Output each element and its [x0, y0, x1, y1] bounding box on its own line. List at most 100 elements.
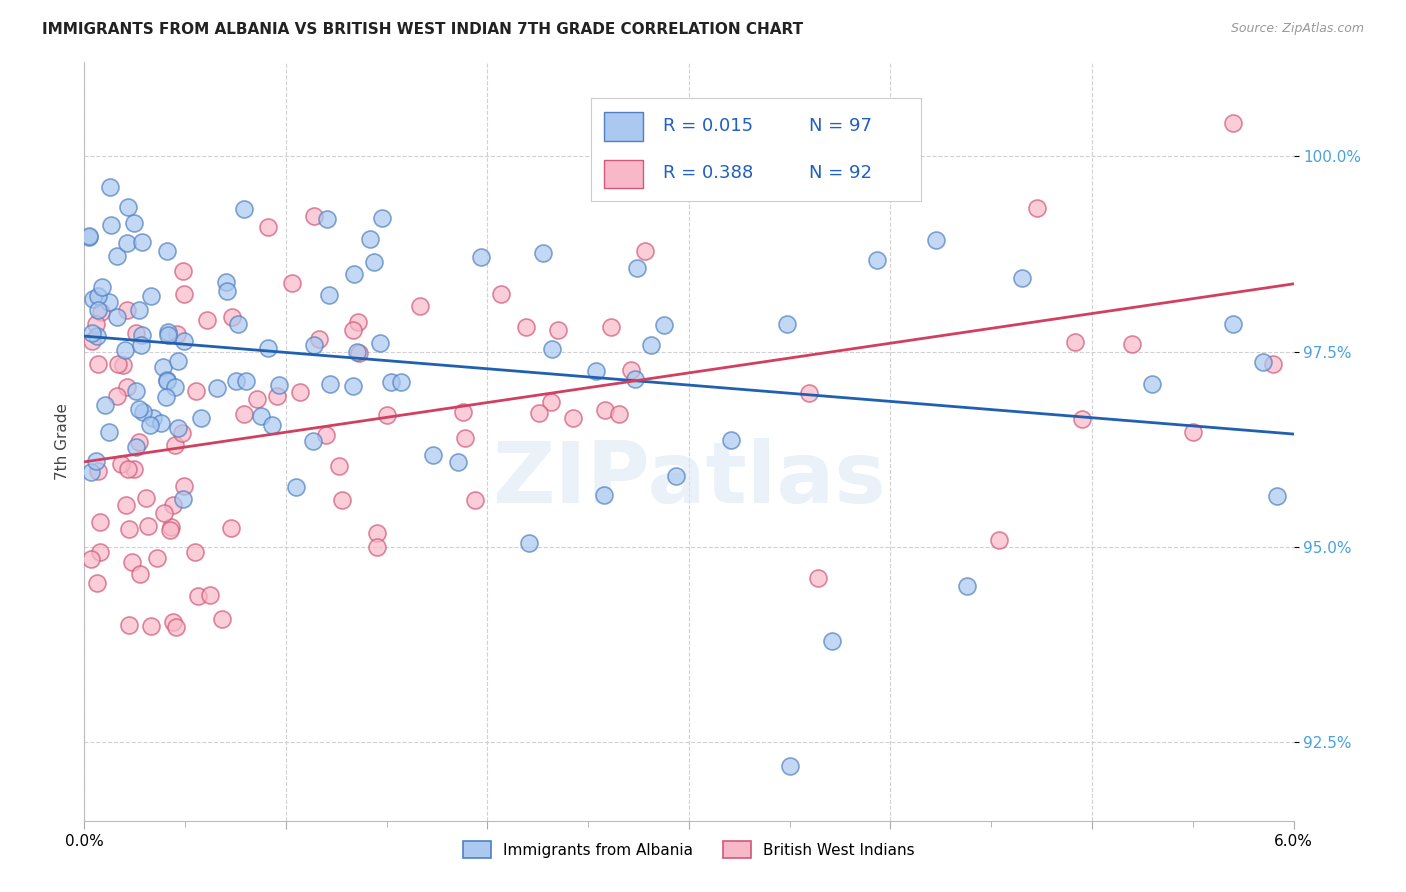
Point: [82, 293, 104, 307]
Point: [155, 390, 177, 404]
Text: R = 0.388: R = 0.388: [664, 164, 754, 182]
Point: [246, 392, 269, 406]
Point: [640, 337, 662, 351]
Point: [86, 576, 108, 591]
Point: [371, 211, 394, 226]
Point: [1026, 202, 1049, 216]
Point: [129, 338, 152, 352]
Point: [115, 236, 138, 251]
Point: [799, 385, 821, 400]
Point: [215, 275, 238, 289]
Point: [105, 249, 128, 263]
Point: [1181, 425, 1204, 439]
Point: [562, 411, 585, 425]
Point: [1263, 357, 1285, 371]
Point: [136, 519, 159, 533]
Point: [1064, 335, 1087, 350]
Point: [152, 359, 174, 374]
Point: [97, 294, 120, 309]
Point: [328, 458, 350, 473]
Point: [114, 498, 136, 512]
Point: [342, 322, 364, 336]
Point: [162, 615, 184, 629]
Point: [190, 411, 212, 425]
Point: [359, 232, 381, 246]
Point: [157, 325, 180, 339]
Point: [153, 506, 176, 520]
Point: [159, 524, 181, 538]
Point: [1267, 489, 1289, 503]
Point: [117, 380, 139, 394]
Point: [316, 211, 339, 226]
Point: [256, 341, 278, 355]
Point: [233, 202, 256, 216]
Point: [87, 464, 110, 478]
Text: IMMIGRANTS FROM ALBANIA VS BRITISH WEST INDIAN 7TH GRADE CORRELATION CHART: IMMIGRANTS FROM ALBANIA VS BRITISH WEST …: [42, 22, 803, 37]
Point: [595, 402, 617, 417]
Text: ZIPatlas: ZIPatlas: [492, 438, 886, 521]
Point: [1222, 116, 1244, 130]
Point: [330, 493, 353, 508]
Point: [343, 267, 366, 281]
Point: [547, 323, 569, 337]
Point: [422, 449, 444, 463]
Point: [173, 479, 195, 493]
Point: [98, 179, 121, 194]
Point: [302, 434, 325, 448]
Point: [167, 353, 190, 368]
Point: [225, 374, 247, 388]
Point: [346, 344, 368, 359]
Bar: [603, 160, 644, 188]
Point: [368, 336, 391, 351]
Point: [391, 375, 413, 389]
Point: [527, 406, 550, 420]
Point: [91, 279, 114, 293]
Point: [464, 492, 486, 507]
Point: [165, 620, 187, 634]
Point: [173, 334, 195, 348]
Point: [280, 276, 302, 290]
Point: [624, 372, 647, 386]
Point: [82, 326, 104, 340]
Point: [132, 404, 155, 418]
Point: [1011, 271, 1033, 285]
Point: [162, 498, 184, 512]
Point: [865, 253, 887, 268]
Point: [318, 288, 340, 302]
Point: [517, 535, 540, 549]
Point: [489, 286, 512, 301]
Point: [89, 545, 111, 559]
Point: [607, 407, 630, 421]
Point: [235, 374, 257, 388]
Point: [515, 319, 537, 334]
Point: [221, 310, 243, 325]
Point: [262, 418, 284, 433]
Point: [124, 216, 146, 230]
Point: [540, 342, 562, 356]
Point: [215, 285, 238, 299]
Point: [87, 357, 110, 371]
Point: [128, 303, 150, 318]
Point: [163, 438, 186, 452]
Text: N = 97: N = 97: [808, 117, 872, 135]
Point: [347, 345, 370, 359]
Point: [121, 555, 143, 569]
Point: [105, 389, 128, 403]
Point: [409, 299, 432, 313]
Point: [170, 426, 193, 441]
Point: [308, 332, 330, 346]
Point: [304, 337, 326, 351]
Point: [156, 373, 179, 387]
Point: [779, 759, 801, 773]
Point: [585, 364, 607, 378]
Point: [665, 468, 688, 483]
Point: [363, 255, 385, 269]
Point: [1121, 337, 1143, 351]
Point: [105, 310, 128, 324]
Point: [250, 409, 273, 423]
Point: [110, 457, 132, 471]
Y-axis label: 7th Grade: 7th Grade: [55, 403, 70, 480]
Point: [267, 377, 290, 392]
Legend: Immigrants from Albania, British West Indians: Immigrants from Albania, British West In…: [456, 833, 922, 866]
Point: [531, 246, 554, 260]
